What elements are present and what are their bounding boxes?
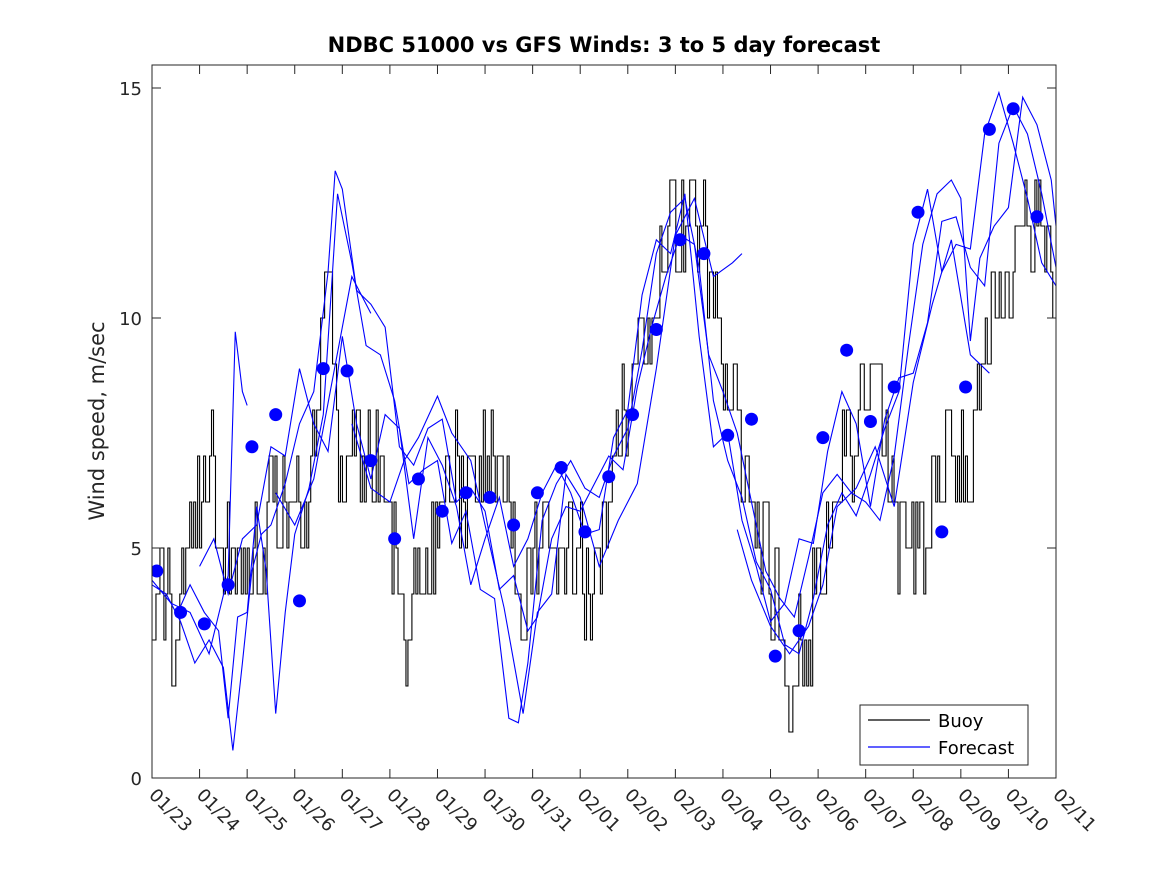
forecast-line-1 (152, 95, 1056, 751)
forecast-marker (649, 323, 663, 336)
forecast-marker (292, 594, 306, 608)
forecast-marker (554, 461, 568, 474)
legend-buoy-label: Buoy (938, 711, 984, 732)
forecast-line-6 (351, 196, 743, 714)
forecast-marker (530, 486, 544, 500)
buoy-series-line (152, 179, 1055, 733)
legend-forecast-label: Forecast (938, 738, 1014, 759)
forecast-line-4 (152, 331, 248, 656)
forecast-line-2 (175, 90, 1056, 724)
forecast-marker (269, 408, 283, 422)
forecast-marker (911, 205, 925, 219)
forecast-marker (197, 617, 211, 631)
forecast-marker (483, 490, 497, 504)
forecast-marker (364, 454, 378, 468)
y-tick-label: 5 (131, 539, 142, 560)
forecast-marker (768, 649, 782, 663)
forecast-marker (744, 412, 758, 426)
forecast-marker (152, 564, 164, 578)
forecast-marker (388, 532, 402, 546)
y-axis-label: Wind speed, m/sec (85, 321, 109, 520)
axes-frame (151, 64, 1057, 779)
forecast-marker (697, 247, 711, 261)
forecast-marker (602, 470, 616, 484)
forecast-marker (887, 380, 901, 394)
forecast-line-3 (199, 105, 1056, 623)
forecast-marker (673, 233, 687, 247)
forecast-marker (316, 362, 330, 376)
forecast-marker (435, 504, 449, 518)
legend: Buoy Forecast (859, 704, 1029, 766)
forecast-marker (578, 525, 592, 539)
forecast-marker (507, 518, 521, 532)
forecast-marker (721, 428, 735, 442)
forecast-marker (840, 343, 854, 357)
forecast-line-7 (736, 239, 990, 655)
forecast-marker (459, 486, 473, 500)
y-tick-label: 15 (119, 79, 142, 100)
forecast-marker (221, 578, 235, 592)
forecast-marker (816, 431, 830, 445)
y-tick-label: 10 (119, 309, 142, 330)
forecast-marker (411, 472, 425, 486)
forecast-marker (935, 525, 949, 539)
forecast-marker (1006, 102, 1020, 116)
chart-title: NDBC 51000 vs GFS Winds: 3 to 5 day fore… (328, 33, 881, 57)
forecast-marker (340, 364, 354, 378)
forecast-marker (174, 605, 188, 619)
forecast-marker (245, 440, 259, 454)
forecast-marker (959, 380, 973, 394)
forecast-marker (863, 415, 877, 428)
forecast-marker (1030, 210, 1044, 224)
legend-box (859, 704, 1029, 766)
series-layer (152, 90, 1056, 751)
forecast-marker (792, 624, 806, 638)
forecast-line-5 (275, 274, 372, 527)
forecast-marker (626, 408, 640, 422)
plot-area (152, 65, 1056, 778)
forecast-marker (982, 122, 996, 136)
y-tick-label: 0 (131, 769, 142, 790)
